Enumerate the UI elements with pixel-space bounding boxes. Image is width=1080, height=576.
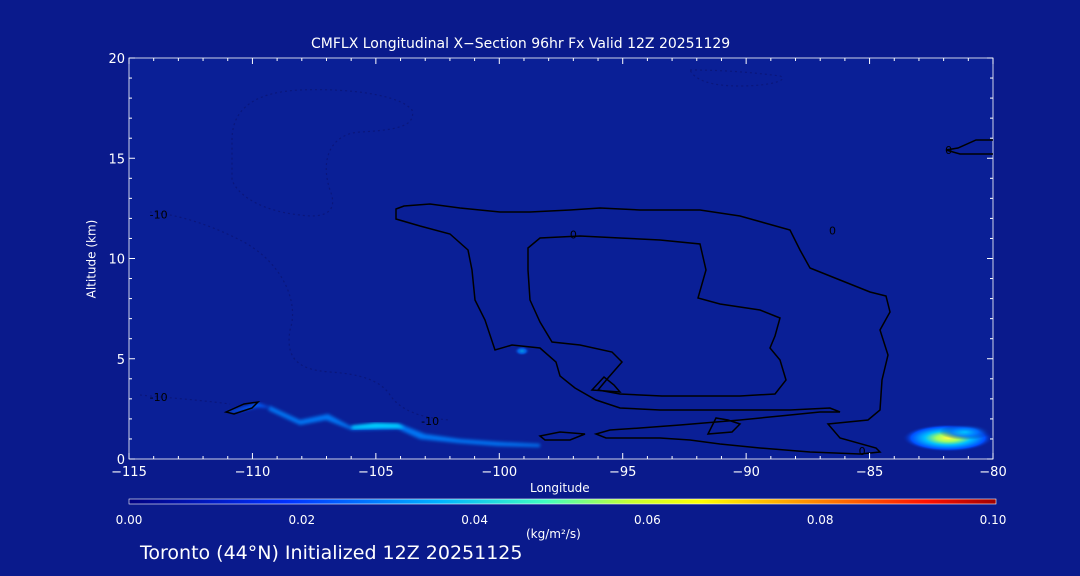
negative-contours: [139, 69, 783, 421]
west-small-contour: [223, 400, 261, 415]
footer-initialized: Toronto (44°N) Initialized 12Z 20251125: [140, 542, 523, 564]
y-tick-label: 0: [117, 453, 125, 468]
flux-field: [228, 346, 994, 452]
chart-title: CMFLX Longitudinal X−Section 96hr Fx Val…: [311, 36, 731, 52]
colorbar-tick-label: 0.06: [634, 513, 661, 527]
colorbar-tick-labels: 0.00 0.02 0.04 0.06 0.08 0.10: [116, 513, 1007, 527]
inner-zero-contour: [527, 235, 787, 397]
y-axis-ticks: 0 5 10 15 20: [108, 52, 993, 468]
contour-label: 0: [829, 224, 836, 237]
colorbar-tick-label: 0.08: [807, 513, 834, 527]
colorbar-tick-label: 0.10: [980, 513, 1007, 527]
colorbar-tick-label: 0.02: [288, 513, 315, 527]
x-tick-label: −95: [609, 465, 636, 480]
contour-label: -10: [150, 208, 168, 221]
contour-label: 0: [859, 445, 866, 458]
y-tick-label: 10: [108, 253, 125, 268]
mid-flux-patch: [514, 346, 530, 356]
x-tick-label: −110: [235, 465, 271, 480]
contour-label: -10: [150, 391, 168, 404]
east-flux-outer: [939, 424, 991, 440]
colorbar-tick-label: 0.04: [461, 513, 488, 527]
y-tick-label: 15: [108, 152, 125, 167]
small-loop-c: [538, 431, 586, 441]
upper-right-contour: [945, 139, 993, 155]
x-axis-label: Longitude: [530, 481, 590, 495]
low-level-flux-band: [268, 406, 540, 447]
plot-area: [128, 57, 994, 460]
x-tick-label: −80: [979, 465, 1006, 480]
outer-zero-contour: [395, 203, 891, 455]
x-tick-label: −115: [111, 465, 147, 480]
y-tick-label: 20: [108, 52, 125, 67]
zero-contours: [223, 139, 993, 455]
x-tick-label: −100: [481, 465, 517, 480]
contour-labels: 0 0 0 0 -10 -10 -10: [150, 144, 952, 458]
x-tick-label: −90: [732, 465, 759, 480]
x-axis-ticks: −115 −110 −105 −100 −95 −90 −85 −80: [111, 58, 1007, 480]
small-loop-b: [706, 417, 742, 435]
x-tick-label: −85: [856, 465, 883, 480]
colorbar-tick-label: 0.00: [116, 513, 143, 527]
low-level-flux-core: [352, 423, 405, 429]
colorbar-units: (kg/m²/s): [526, 527, 581, 541]
x-tick-label: −105: [358, 465, 394, 480]
contour-label: 0: [570, 228, 577, 241]
colorbar: [128, 498, 997, 505]
y-tick-label: 5: [117, 353, 125, 368]
small-loop-a: [590, 375, 622, 393]
y-axis-label: Altitude (km): [84, 219, 99, 299]
contour-label: -10: [421, 415, 439, 428]
contour-label: 0: [945, 144, 952, 157]
